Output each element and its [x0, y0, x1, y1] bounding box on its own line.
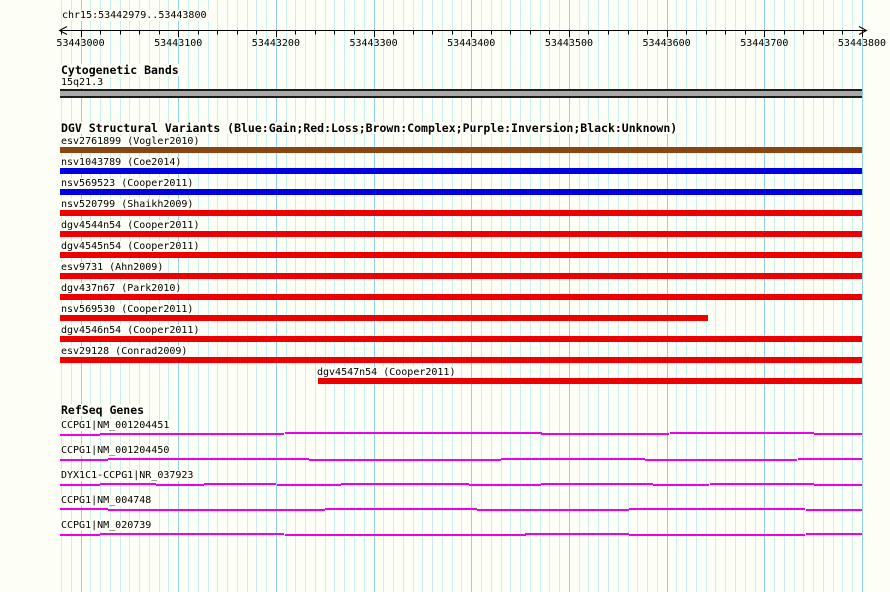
gene-line-segment[interactable]	[814, 484, 862, 486]
variant-bar-loss[interactable]	[60, 210, 862, 216]
gene-label[interactable]: CCPG1|NM_020739	[61, 520, 154, 531]
gene-line-segment[interactable]	[204, 483, 276, 485]
gene-line-segment[interactable]	[541, 483, 653, 485]
gene-line-segment[interactable]	[653, 484, 709, 486]
variant-row-label[interactable]: esv2761899 (Vogler2010)	[61, 136, 202, 147]
gene-line-segment[interactable]	[60, 459, 108, 461]
ruler-tick-label: 53443100	[154, 38, 202, 49]
ruler-tick-label: 53443000	[56, 38, 104, 49]
ruler-tick-label: 53443300	[349, 38, 397, 49]
variant-row-label[interactable]: nsv1043789 (Coe2014)	[61, 157, 184, 168]
variant-bar-loss[interactable]	[60, 231, 862, 237]
ruler-tick-label: 53443500	[545, 38, 593, 49]
variant-row-label[interactable]: nsv569523 (Cooper2011)	[61, 178, 196, 189]
gene-line-segment[interactable]	[477, 509, 629, 511]
section-header-refseq: RefSeq Genes	[61, 403, 147, 417]
variant-row-label[interactable]: esv29128 (Conrad2009)	[61, 346, 190, 357]
variant-bar-loss[interactable]	[60, 315, 708, 321]
gene-line-segment[interactable]	[325, 508, 477, 510]
variant-row-label[interactable]: esv9731 (Ahn2009)	[61, 262, 166, 273]
variant-bar-loss[interactable]	[60, 336, 862, 342]
ruler-tick-label: 53443800	[838, 38, 886, 49]
ruler-tick-label: 53443700	[740, 38, 788, 49]
gene-line-segment[interactable]	[100, 483, 156, 485]
gene-line-segment[interactable]	[100, 533, 284, 535]
gene-line-segment[interactable]	[541, 433, 669, 435]
variant-bar-gain[interactable]	[60, 189, 862, 195]
section-header-dgv: DGV Structural Variants (Blue:Gain;Red:L…	[61, 121, 680, 135]
variant-bar-loss[interactable]	[60, 252, 862, 258]
gene-label[interactable]: CCPG1|NM_001204451	[61, 420, 172, 431]
section-header-cytogenetic: Cytogenetic Bands	[61, 63, 181, 77]
variant-bar-loss[interactable]	[60, 273, 862, 279]
variant-bar-loss[interactable]	[60, 294, 862, 300]
ruler-tick-label: 53443400	[447, 38, 495, 49]
gene-line-segment[interactable]	[501, 458, 645, 460]
gridline-major	[862, 0, 863, 592]
gene-line-segment[interactable]	[806, 509, 862, 511]
gene-line-segment[interactable]	[629, 534, 805, 536]
coordinate-ruler: 53443000 53443100 53443200 53443300 53443400…	[56, 26, 886, 49]
variant-row-label[interactable]: dgv437n67 (Park2010)	[61, 283, 184, 294]
variant-row-label[interactable]: dgv4547n54 (Cooper2011)	[317, 367, 458, 378]
variant-row-label[interactable]: nsv520799 (Shaikh2009)	[61, 199, 196, 210]
gene-line-segment[interactable]	[670, 432, 814, 434]
variant-bar-loss[interactable]	[318, 378, 862, 384]
gene-label[interactable]: CCPG1|NM_001204450	[61, 445, 172, 456]
cytoband-label[interactable]: 15q21.3	[61, 77, 106, 88]
gene-line-segment[interactable]	[645, 459, 797, 461]
gene-line-segment[interactable]	[806, 533, 862, 535]
gene-line-segment[interactable]	[798, 458, 862, 460]
gene-line-segment[interactable]	[60, 508, 108, 510]
gene-line-segment[interactable]	[60, 534, 100, 536]
gene-line-segment[interactable]	[285, 432, 542, 434]
ruler-right-arrow-icon	[858, 26, 868, 35]
gene-line-segment[interactable]	[277, 484, 341, 486]
cytoband-bar[interactable]	[60, 89, 862, 98]
variant-bar-complex[interactable]	[60, 147, 862, 153]
gene-line-segment[interactable]	[309, 459, 501, 461]
gene-line-segment[interactable]	[469, 484, 541, 486]
gene-line-segment[interactable]	[60, 484, 100, 486]
gene-line-segment[interactable]	[814, 433, 862, 435]
variant-row-label[interactable]: nsv569530 (Cooper2011)	[61, 304, 196, 315]
gene-line-segment[interactable]	[629, 508, 805, 510]
gene-label[interactable]: CCPG1|NM_004748	[61, 495, 154, 506]
variant-row-label[interactable]: dgv4546n54 (Cooper2011)	[61, 325, 202, 336]
ruler-left-arrow-icon	[58, 26, 68, 35]
variant-row-label[interactable]: dgv4545n54 (Cooper2011)	[61, 241, 202, 252]
ruler-tick-label: 53443600	[643, 38, 691, 49]
gene-line-segment[interactable]	[156, 484, 204, 486]
gene-line-segment[interactable]	[108, 509, 325, 511]
ruler-tick-label: 53443200	[252, 38, 300, 49]
variant-bar-loss[interactable]	[60, 357, 862, 363]
gene-line-segment[interactable]	[285, 534, 526, 536]
gene-line-segment[interactable]	[108, 458, 309, 460]
gene-label[interactable]: DYX1C1-CCPG1|NR_037923	[61, 470, 196, 481]
variant-bar-gain[interactable]	[60, 168, 862, 174]
gene-line-segment[interactable]	[710, 483, 814, 485]
gene-line-segment[interactable]	[341, 483, 469, 485]
gene-line-segment[interactable]	[100, 433, 284, 435]
gene-line-segment[interactable]	[525, 533, 629, 535]
region-label: chr15:53442979..53443800	[62, 10, 209, 21]
gene-line-segment[interactable]	[60, 434, 100, 436]
variant-row-label[interactable]: dgv4544n54 (Cooper2011)	[61, 220, 202, 231]
